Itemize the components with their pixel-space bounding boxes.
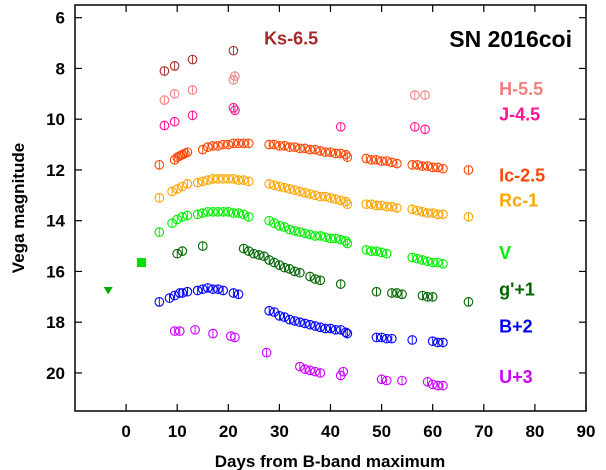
series-label: Ic-2.5 [499, 165, 545, 185]
marks-layer [103, 45, 474, 391]
x-tick-label: 90 [577, 422, 596, 441]
x-tick-label: 30 [270, 422, 289, 441]
x-tick-label: 50 [372, 422, 391, 441]
x-tick-label: 80 [525, 422, 544, 441]
y-tick-label: 10 [46, 110, 65, 129]
x-axis-label: Days from B-band maximum [215, 452, 446, 470]
y-tick-label: 8 [56, 59, 65, 78]
y-tick-label: 18 [46, 313, 65, 332]
series-label: J-4.5 [499, 104, 540, 124]
series-label: g'+1 [499, 280, 535, 300]
y-tick-label: 14 [46, 212, 65, 231]
series-label: Ks-6.5 [264, 28, 318, 48]
x-tick-label: 70 [474, 422, 493, 441]
data-point [103, 286, 113, 295]
y-tick-label: 16 [46, 262, 65, 281]
y-tick-label: 20 [46, 364, 65, 383]
series-label: U+3 [499, 367, 533, 387]
x-tick-label: 40 [321, 422, 340, 441]
series-label: Rc-1 [499, 191, 538, 211]
chart-title: SN 2016coi [449, 26, 572, 52]
labels-layer: Ks-6.5 H-5.5 J-4.5 Ic-2.5 Rc-1 Vg'+1 B+2 U+3 [264, 28, 545, 387]
y-tick-label: 12 [46, 161, 65, 180]
x-tick-label: 20 [219, 422, 238, 441]
x-tick-label: 60 [423, 422, 442, 441]
y-tick-label: 6 [56, 9, 65, 28]
ticks-layer: 0 10 20 30 40 50 60 70 80 90 6 8 10 12 14 16 18 20 [46, 5, 595, 441]
x-tick-label: 10 [168, 422, 187, 441]
series-label: V [499, 243, 511, 263]
series-label: B+2 [499, 316, 533, 336]
series-label: H-5.5 [499, 79, 543, 99]
x-tick-label: 0 [121, 422, 130, 441]
y-axis-label: Vega magnitude [9, 143, 28, 273]
data-point [136, 258, 146, 268]
